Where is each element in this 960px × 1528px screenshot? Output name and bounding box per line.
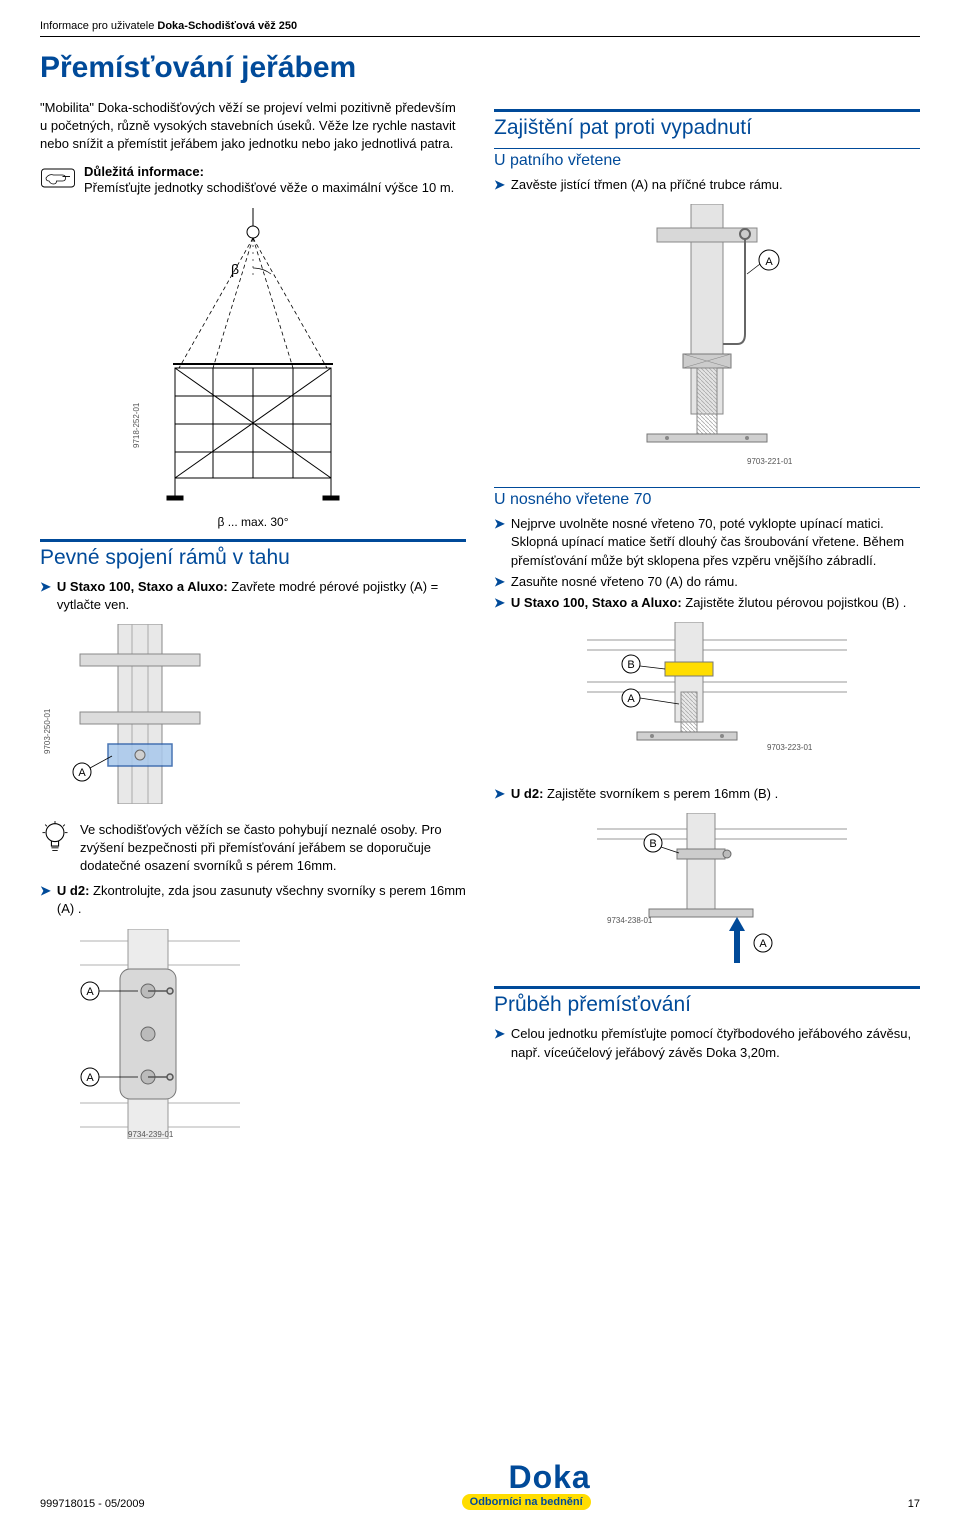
page-footer: 999718015 - 05/2009 Doka Odborníci na be… xyxy=(40,1459,920,1510)
top-rule xyxy=(40,36,920,37)
nosne-b1-cont: Sklopná upínací matice šetří dlouhý čas … xyxy=(511,534,904,567)
page-title: Přemísťování jeřábem xyxy=(40,51,920,85)
tip-text: Ve schodišťových věžích se často pohybuj… xyxy=(80,821,466,874)
fixed-bullet-1: ➤ U Staxo 100, Staxo a Aluxo: Zavřete mo… xyxy=(40,578,466,614)
patni-bullet: ➤ Zavěste jistící třmen (A) na příčné tr… xyxy=(494,176,920,194)
d2-figure: B A 9734-238-01 xyxy=(494,813,920,976)
nosne-b1-text: Nejprve uvolněte nosné vřeteno 70, poté … xyxy=(511,516,884,531)
flow-bullet: ➤ Celou jednotku přemísťujte pomocí čtyř… xyxy=(494,1025,920,1061)
svg-text:A: A xyxy=(86,986,94,998)
ud2-b-bullet: ➤ U d2: Zajistěte svorníkem s perem 16mm… xyxy=(494,785,920,803)
svg-text:9703-250-01: 9703-250-01 xyxy=(43,709,52,755)
svg-text:9734-239-01: 9734-239-01 xyxy=(128,1130,174,1139)
bullet-arrow-icon: ➤ xyxy=(494,1025,505,1043)
svg-text:β: β xyxy=(231,261,239,277)
page-number: 17 xyxy=(908,1498,920,1510)
fig-id-crane: 9718-252-01 xyxy=(132,402,141,448)
doka-logo: Doka Odborníci na bednění xyxy=(462,1459,591,1510)
note-text: Přemísťujte jednotky schodišťové věže o … xyxy=(84,179,454,197)
lightbulb-icon xyxy=(40,821,70,858)
bullet-arrow-icon: ➤ xyxy=(40,882,51,900)
bullet-arrow-icon: ➤ xyxy=(494,594,505,612)
ud2-check-rest: Zkontrolujte, zda jsou zasunuty všechny … xyxy=(57,883,466,916)
nosne-b3-bold: U Staxo 100, Staxo a Aluxo: xyxy=(511,595,685,610)
note-label: Důležitá informace: xyxy=(84,164,454,179)
svg-text:A: A xyxy=(759,938,767,950)
doka-brand: Doka xyxy=(462,1459,591,1496)
bullet-arrow-icon: ➤ xyxy=(494,573,505,591)
svg-text:A: A xyxy=(765,256,773,268)
header-info: Informace pro uživatele Doka-Schodišťová… xyxy=(40,20,920,32)
footer-docid: 999718015 - 05/2009 xyxy=(40,1498,145,1510)
ud2-rest: Zajistěte svorníkem s perem 16mm (B) . xyxy=(547,786,778,801)
svg-text:9703-221-01: 9703-221-01 xyxy=(747,457,793,466)
bullet-arrow-icon: ➤ xyxy=(40,578,51,596)
sub-nosne: U nosného vřetene 70 xyxy=(494,487,920,509)
ud2-bold: U d2: xyxy=(511,786,547,801)
nosne-b1: ➤ Nejprve uvolněte nosné vřeteno 70, pot… xyxy=(494,515,920,570)
svg-text:A: A xyxy=(78,767,86,779)
section-secure-title: Zajištění pat proti vypadnutí xyxy=(494,109,920,140)
nosne-b2: ➤ Zasuňte nosné vřeteno 70 (A) do rámu. xyxy=(494,573,920,591)
section-fixed-title: Pevné spojení rámů v tahu xyxy=(40,539,466,570)
svg-text:B: B xyxy=(627,659,634,671)
bullet-arrow-icon: ➤ xyxy=(494,515,505,533)
flow-text: Celou jednotku přemísťujte pomocí čtyřbo… xyxy=(511,1025,920,1061)
bullet-arrow-icon: ➤ xyxy=(494,785,505,803)
pointing-hand-icon xyxy=(40,164,76,195)
ud2-check-bold: U d2: xyxy=(57,883,93,898)
fixed-b1-bold: U Staxo 100, Staxo a Aluxo: xyxy=(57,579,231,594)
svornik-figure: A A 9734-239-01 xyxy=(40,929,466,1142)
right-column: Zajištění pat proti vypadnutí U patního … xyxy=(494,99,920,1152)
patni-figure: A 9703-221-01 xyxy=(494,204,920,477)
nosne-b2-text: Zasuňte nosné vřeteno 70 (A) do rámu. xyxy=(511,573,738,591)
patni-text: Zavěste jistící třmen (A) na příčné trub… xyxy=(511,176,783,194)
blue-clip-figure: A 9703-250-01 xyxy=(40,624,466,807)
section-flow-title: Průběh přemísťování xyxy=(494,986,920,1017)
tip-note: Ve schodišťových věžích se často pohybuj… xyxy=(40,821,466,874)
nosne-b3: ➤ U Staxo 100, Staxo a Aluxo: Zajistěte … xyxy=(494,594,920,612)
nosne-b3-rest: Zajistěte žlutou pérovou pojistkou (B) . xyxy=(685,595,906,610)
intro-text: "Mobilita" Doka-schodišťových věží se pr… xyxy=(40,99,466,154)
header-bold: Doka-Schodišťová věž 250 xyxy=(157,20,297,32)
svg-text:A: A xyxy=(86,1072,94,1084)
left-column: "Mobilita" Doka-schodišťových věží se pr… xyxy=(40,99,466,1152)
doka-tagline: Odborníci na bednění xyxy=(462,1494,591,1510)
important-note: Důležitá informace: Přemísťujte jednotky… xyxy=(40,164,466,197)
svg-text:9734-238-01: 9734-238-01 xyxy=(607,916,653,925)
beta-caption: β ... max. 30° xyxy=(40,515,466,529)
svg-text:B: B xyxy=(649,838,656,850)
ud2-check-bullet: ➤ U d2: Zkontrolujte, zda jsou zasunuty … xyxy=(40,882,466,918)
crane-figure: β xyxy=(40,208,466,529)
nosne-figure: B A 9703-223-01 xyxy=(494,622,920,775)
svg-text:A: A xyxy=(627,693,635,705)
sub-patni: U patního vřetene xyxy=(494,148,920,170)
header-prefix: Informace pro uživatele xyxy=(40,20,157,32)
svg-text:9703-223-01: 9703-223-01 xyxy=(767,743,813,752)
bullet-arrow-icon: ➤ xyxy=(494,176,505,194)
